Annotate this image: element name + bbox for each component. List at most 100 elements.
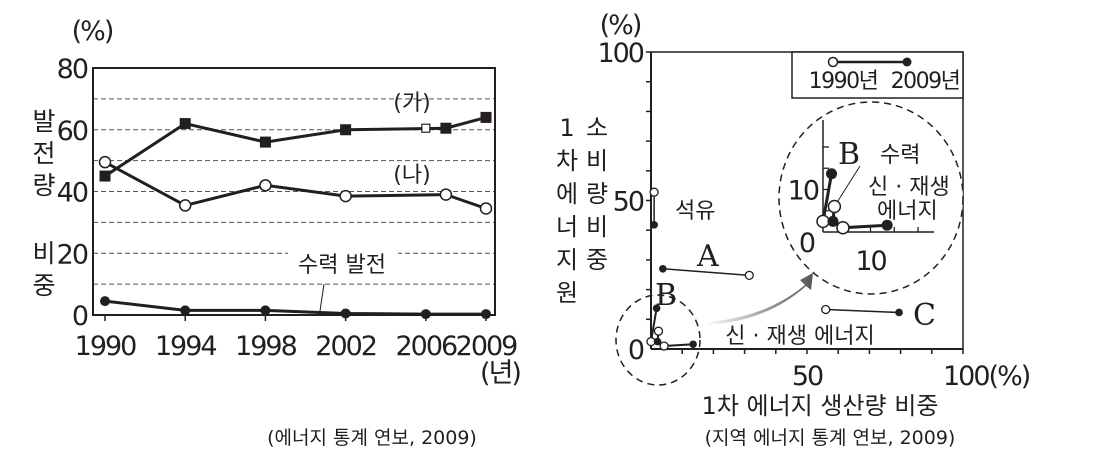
x-axis-title: 1차 에너지 생산량 비중 — [702, 392, 939, 420]
y-tick-label: 0 — [72, 301, 88, 332]
inset-tick-label: 0 — [799, 228, 815, 259]
y-axis-title: 발전량 비중 — [28, 108, 57, 304]
data-point — [100, 296, 110, 307]
zoom-arrow-icon — [705, 273, 813, 325]
point-1990 — [659, 341, 669, 351]
data-point — [259, 179, 272, 192]
inset-point-2009 — [827, 215, 839, 227]
y-tick-label: 100 — [597, 38, 643, 69]
series-line-2 — [104, 299, 486, 316]
y-title-char: 지 — [556, 246, 578, 274]
y-title-char: 에 — [556, 180, 578, 208]
label-bg — [288, 251, 398, 279]
inset-point-1990 — [836, 221, 850, 235]
data-point — [439, 188, 453, 201]
y-unit: (%) — [600, 10, 641, 41]
data-point — [479, 202, 493, 215]
point-2009 — [895, 308, 903, 317]
legend-marker-2009 — [902, 57, 912, 67]
inset-label-b: B — [838, 137, 860, 172]
y-tick-label: 80 — [57, 54, 88, 85]
source-note: (에너지 통계 연보, 2009) — [267, 427, 477, 449]
inset-series-line — [842, 223, 888, 230]
inset-label-renew: 에너지 — [877, 199, 938, 224]
y-unit: (%) — [72, 16, 113, 47]
point-2009 — [653, 337, 662, 346]
inset-label-renew: 신 · 재생 — [868, 175, 950, 200]
source-note: (지역 에너지 통계 연보, 2009) — [705, 427, 956, 449]
y-title-char: 1 — [559, 114, 574, 142]
y-tick-label: 40 — [57, 178, 88, 209]
x-tick-label: 1994 — [155, 331, 217, 362]
inset-point-2009 — [881, 219, 893, 231]
series-line-2 — [825, 308, 900, 314]
y-title-char: 중 — [586, 246, 608, 274]
x-tick-label: 2002 — [315, 331, 376, 362]
point-1990 — [649, 187, 659, 197]
legend-2009: 2009년 — [891, 69, 960, 94]
label-c: C — [913, 298, 936, 333]
data-point — [259, 136, 271, 148]
data-point — [340, 124, 352, 136]
y-title-char: 원 — [556, 279, 578, 307]
inset-tick-label: 10 — [788, 176, 819, 207]
data-point — [180, 305, 191, 316]
label-a: A — [696, 239, 719, 274]
y-title-char: 량 — [586, 180, 608, 208]
x-tick-label: 50 — [792, 361, 823, 392]
data-point — [98, 155, 112, 169]
label-pointer — [319, 283, 325, 312]
data-point — [420, 309, 431, 320]
data-point — [340, 308, 351, 319]
legend-marker-1990 — [827, 56, 839, 68]
point-1990 — [744, 270, 754, 280]
label-pointer — [833, 165, 861, 207]
series-line-1 — [104, 160, 487, 210]
data-point-open — [421, 123, 431, 133]
data-point — [260, 305, 271, 316]
data-point — [481, 309, 491, 320]
legend-1990: 1990년 — [809, 69, 878, 94]
zoom-circle-inset — [778, 101, 964, 295]
y-tick-label: 50 — [613, 187, 644, 218]
zoom-circle-small — [615, 294, 701, 386]
x-tick-label: 1990 — [75, 331, 137, 362]
point-2009 — [659, 265, 667, 273]
inset-point-2009 — [826, 168, 838, 180]
series-line-1 — [662, 268, 750, 277]
series-label-ga: (가) — [393, 91, 430, 116]
x-tick-label: 2006 — [395, 331, 457, 362]
y-title-char: 비 — [586, 213, 608, 241]
inset-tick-label: 10 — [855, 246, 886, 277]
x-tick-label: 1998 — [235, 331, 297, 362]
y-title-char: 비 — [586, 147, 608, 175]
point-1990 — [821, 304, 831, 315]
y-title-char: 너 — [556, 213, 578, 241]
series-line-0 — [104, 115, 487, 178]
y-tick-label: 0 — [628, 335, 644, 366]
label-renewable: 신 · 재생 에너지 — [725, 324, 874, 349]
y-tick-label: 60 — [57, 116, 88, 147]
data-point — [339, 189, 352, 203]
x-tick-label: 100(%) — [943, 361, 1030, 392]
data-point — [99, 170, 111, 182]
series-label-na: (나) — [393, 163, 430, 188]
line-chart: (%) 0 20 40 60 80 1990 1994 1998 2002 2006 2009 (년… — [57, 16, 523, 449]
data-point — [179, 118, 191, 130]
series-line-5 — [664, 343, 694, 348]
inset-series-line — [821, 173, 834, 222]
inset-point-1990 — [816, 214, 830, 229]
inset-label-hydro: 수력 — [880, 143, 920, 168]
series-line-3 — [650, 308, 658, 342]
label-oil: 석유 — [675, 199, 715, 224]
plot-frame — [92, 67, 496, 316]
data-point — [480, 111, 492, 123]
y-tick-label: 20 — [57, 239, 88, 270]
label-b: B — [655, 278, 677, 313]
x-unit: (년) — [480, 358, 520, 389]
